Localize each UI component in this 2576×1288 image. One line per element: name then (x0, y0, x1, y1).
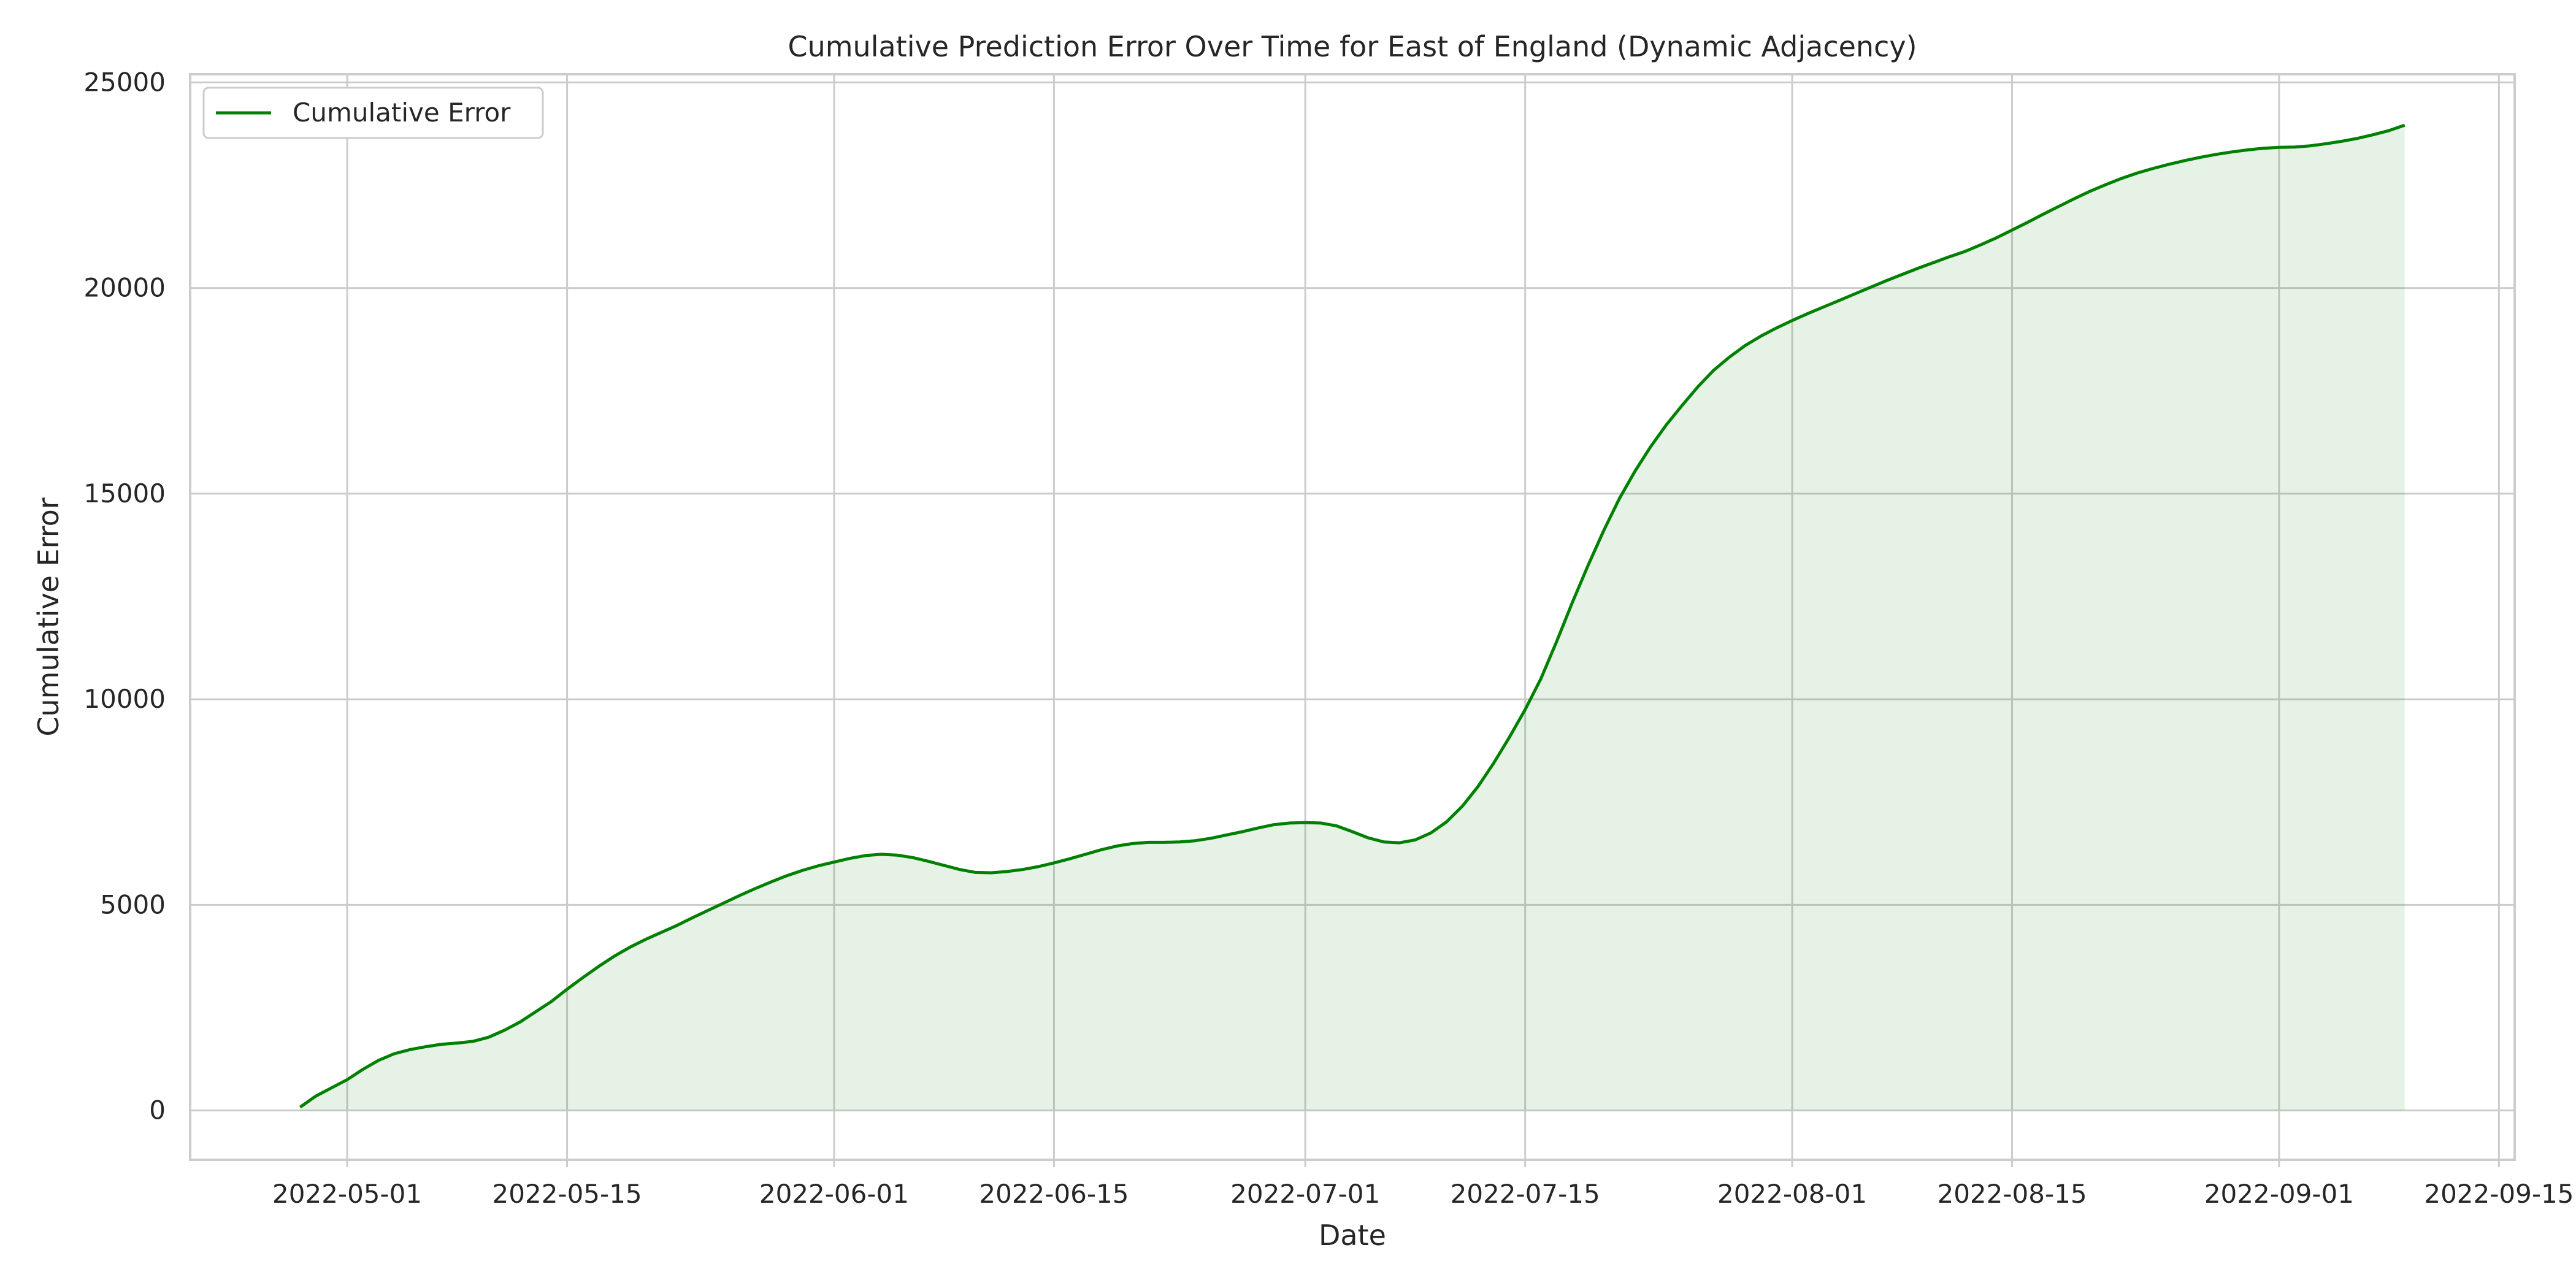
x-axis-ticks: 2022-05-01 2022-05-15 2022-06-01 2022-06-15… (272, 1160, 2574, 1209)
x-tick-label: 2022-07-15 (1451, 1179, 1600, 1209)
x-tick-label: 2022-09-01 (2204, 1179, 2354, 1209)
y-axis-ticks: 0 5000 10000 15000 20000 25000 (83, 67, 166, 1125)
x-tick-label: 2022-05-15 (493, 1179, 642, 1209)
grid-lines (190, 74, 2515, 1160)
series-line (299, 123, 2405, 1109)
y-tick-label: 5000 (100, 889, 166, 919)
x-tick-label: 2022-05-01 (272, 1179, 422, 1209)
x-tick-label: 2022-06-15 (979, 1179, 1129, 1209)
plot-frame (189, 73, 2516, 1161)
chart-title: Cumulative Prediction Error Over Time fo… (788, 30, 1917, 63)
legend: Cumulative Error (202, 86, 544, 139)
legend-label: Cumulative Error (293, 98, 511, 128)
x-tick-label: 2022-07-01 (1230, 1179, 1380, 1209)
legend-box (202, 86, 544, 139)
y-tick-label: 0 (149, 1095, 166, 1125)
series-area-fill (300, 125, 2405, 1111)
y-tick-label: 15000 (83, 478, 166, 508)
y-tick-label: 10000 (83, 684, 166, 714)
x-axis-label: Date (1319, 1219, 1386, 1252)
y-tick-label: 20000 (83, 273, 166, 303)
y-tick-label: 25000 (83, 67, 166, 97)
plot-area (299, 123, 2405, 1111)
x-tick-label: 2022-08-15 (1937, 1179, 2087, 1209)
y-axis-label: Cumulative Error (32, 497, 65, 736)
x-tick-label: 2022-09-15 (2424, 1179, 2574, 1209)
x-tick-label: 2022-06-01 (759, 1179, 909, 1209)
x-tick-label: 2022-08-01 (1717, 1179, 1867, 1209)
